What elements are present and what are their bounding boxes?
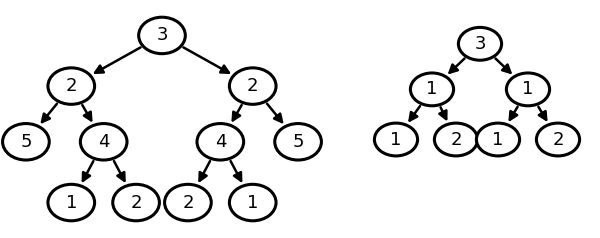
- Text: 1: 1: [65, 193, 77, 212]
- Circle shape: [410, 73, 454, 106]
- Circle shape: [275, 124, 322, 160]
- Text: 2: 2: [65, 77, 77, 95]
- Circle shape: [434, 123, 478, 156]
- Circle shape: [2, 124, 49, 160]
- Text: 5: 5: [292, 133, 304, 151]
- Circle shape: [476, 123, 520, 156]
- Text: 3: 3: [474, 35, 486, 53]
- Text: 3: 3: [156, 26, 168, 45]
- Text: 1: 1: [247, 193, 259, 212]
- Circle shape: [506, 73, 550, 106]
- Text: 2: 2: [182, 193, 194, 212]
- Text: 4: 4: [215, 133, 226, 151]
- Text: 5: 5: [20, 133, 32, 151]
- Circle shape: [536, 123, 580, 156]
- Text: 2: 2: [450, 130, 462, 149]
- Circle shape: [139, 17, 185, 54]
- Text: 1: 1: [523, 80, 533, 98]
- Circle shape: [374, 123, 418, 156]
- Text: 1: 1: [391, 130, 401, 149]
- Text: 1: 1: [493, 130, 503, 149]
- Circle shape: [113, 184, 160, 221]
- Circle shape: [229, 184, 276, 221]
- Text: 4: 4: [98, 133, 109, 151]
- Circle shape: [458, 27, 502, 60]
- Circle shape: [164, 184, 211, 221]
- Circle shape: [48, 68, 95, 104]
- Circle shape: [80, 124, 127, 160]
- Text: 2: 2: [552, 130, 564, 149]
- Circle shape: [48, 184, 95, 221]
- Text: 2: 2: [247, 77, 259, 95]
- Circle shape: [197, 124, 244, 160]
- Circle shape: [229, 68, 276, 104]
- Text: 2: 2: [130, 193, 142, 212]
- Text: 1: 1: [427, 80, 437, 98]
